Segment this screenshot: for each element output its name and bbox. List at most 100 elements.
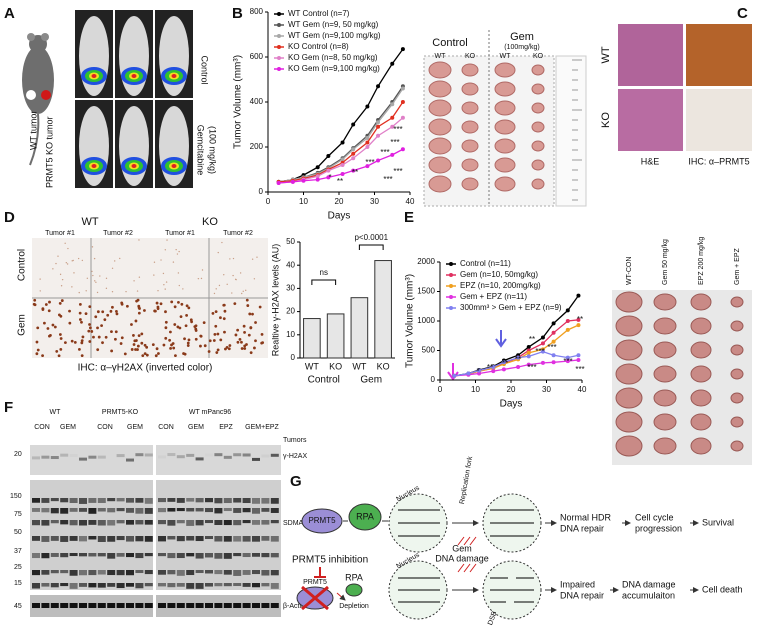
stain <box>261 341 265 344</box>
band <box>242 570 251 575</box>
band <box>186 453 195 457</box>
band <box>135 536 144 542</box>
data-point <box>551 353 556 358</box>
band <box>233 553 242 557</box>
data-point <box>400 47 405 52</box>
data-point <box>340 172 345 176</box>
legend-label: 300mm³ > Gem + EPZ (n=9) <box>460 303 562 312</box>
data-point <box>365 164 370 169</box>
mw-marker: 45 <box>14 603 22 610</box>
annotation: *** <box>547 343 556 352</box>
stain <box>92 274 94 277</box>
stain <box>217 251 219 254</box>
stain <box>183 352 187 356</box>
band <box>32 553 40 559</box>
band <box>97 583 106 588</box>
band <box>242 453 251 457</box>
band <box>79 457 87 461</box>
stain <box>93 257 96 260</box>
panel-letter: A <box>4 5 15 22</box>
stain <box>185 313 188 317</box>
row-label: WT <box>600 46 612 63</box>
stain <box>243 347 247 350</box>
band <box>107 570 116 576</box>
stain <box>73 341 77 344</box>
stain <box>57 255 59 257</box>
stain <box>236 340 240 344</box>
stain <box>254 321 257 324</box>
data-point <box>551 321 556 326</box>
stain <box>68 321 72 325</box>
tumor <box>730 320 744 332</box>
band <box>116 570 125 576</box>
tumor <box>428 99 452 117</box>
stain <box>33 298 37 302</box>
band <box>205 583 213 587</box>
band <box>186 583 195 589</box>
stain <box>52 268 54 270</box>
mw-marker: 75 <box>14 511 22 518</box>
band <box>135 553 144 559</box>
stain <box>207 350 211 353</box>
band <box>97 536 106 542</box>
stain <box>111 305 114 309</box>
stain <box>111 290 114 293</box>
stain <box>234 333 238 337</box>
stain <box>164 249 167 251</box>
stain <box>46 327 50 330</box>
stain <box>143 309 146 312</box>
tumor <box>461 177 479 191</box>
stain <box>171 342 175 345</box>
band <box>223 536 232 542</box>
tumor <box>653 293 677 311</box>
stain <box>39 278 41 280</box>
data-point <box>551 339 556 344</box>
band <box>167 453 176 457</box>
stain <box>232 274 234 277</box>
band <box>50 553 59 557</box>
band <box>205 570 213 574</box>
band <box>60 570 69 574</box>
node-label: Cell cycle <box>635 512 674 522</box>
band <box>167 603 176 608</box>
band <box>88 583 97 588</box>
stain <box>33 303 37 307</box>
stain <box>85 290 87 292</box>
band <box>214 453 223 457</box>
stain <box>222 317 226 321</box>
tumor-label: Tumor #1 <box>45 230 75 237</box>
stain <box>140 332 144 336</box>
annotation: *** <box>527 363 536 372</box>
band <box>176 603 185 608</box>
stain <box>105 277 108 280</box>
stain <box>100 324 103 327</box>
stain <box>63 341 67 345</box>
stain <box>48 300 51 304</box>
band <box>135 453 144 457</box>
band <box>144 498 153 504</box>
stain <box>159 302 163 306</box>
tumor <box>615 435 643 457</box>
data-point <box>516 355 521 360</box>
stain <box>94 315 98 319</box>
stain <box>163 284 165 286</box>
annotation: *** <box>563 357 572 366</box>
band <box>270 603 279 608</box>
stain <box>226 283 228 286</box>
bar <box>326 313 345 359</box>
stain <box>109 309 113 313</box>
stain <box>119 257 121 260</box>
stain <box>176 253 179 255</box>
band <box>126 536 134 542</box>
stain <box>242 324 246 328</box>
band <box>144 583 153 587</box>
stain <box>132 334 135 337</box>
x-tick-label: 0 <box>266 197 271 206</box>
tumor <box>653 389 677 407</box>
stain <box>96 348 100 352</box>
band <box>223 455 232 459</box>
band <box>70 454 78 457</box>
group-label: WT <box>50 409 62 416</box>
stain <box>91 270 93 273</box>
data-point <box>565 359 570 364</box>
